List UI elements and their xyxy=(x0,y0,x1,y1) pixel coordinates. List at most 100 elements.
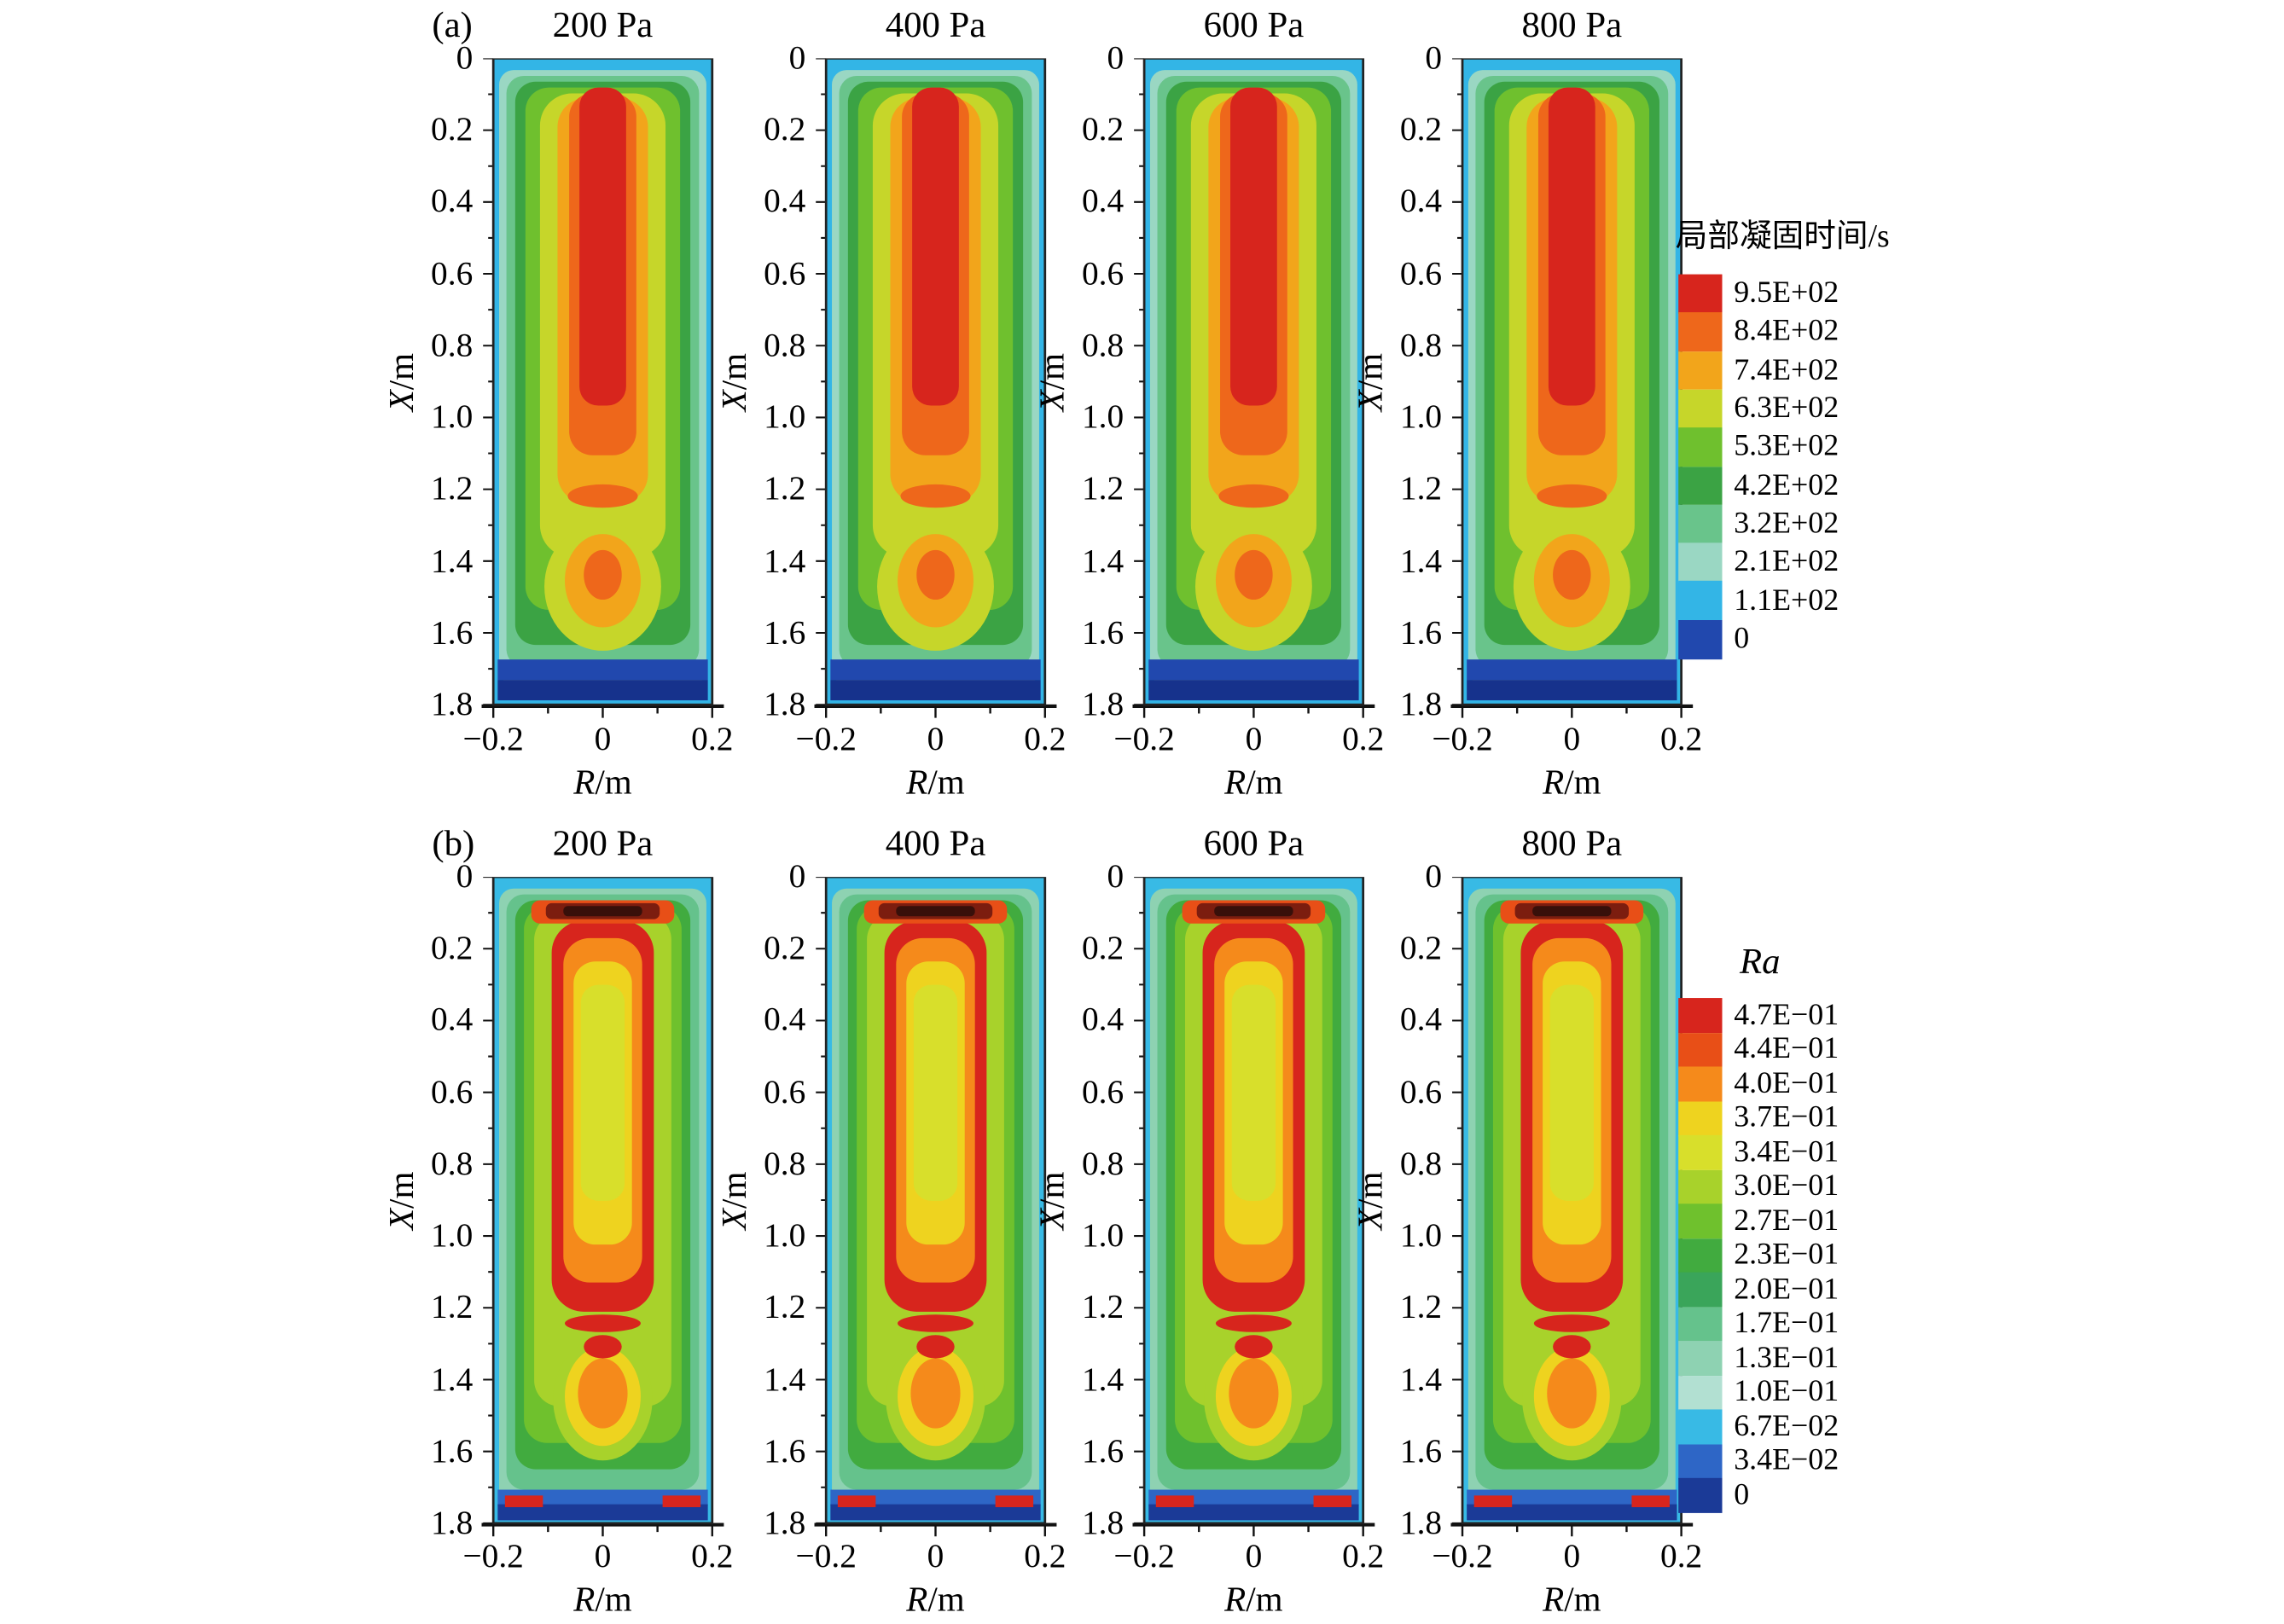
legend-swatch-b-7 xyxy=(1678,1238,1723,1273)
legend-label-b-8: 2.0E−01 xyxy=(1734,1270,1839,1306)
x-tick-label: 0 xyxy=(1245,1537,1263,1575)
y-axis-label: X/m xyxy=(383,352,422,411)
y-tick-label: 0.4 xyxy=(764,1001,806,1038)
y-tick-label: 0 xyxy=(788,39,806,76)
panel-title-b-4: 800 Pa xyxy=(1521,824,1623,864)
legend-label-b-11: 1.0E−01 xyxy=(1734,1373,1839,1409)
x-axis-label: R/m xyxy=(1224,1581,1283,1620)
legend-swatch-a-2 xyxy=(1678,351,1723,391)
y-tick-label: 0.8 xyxy=(1081,326,1125,363)
legend-label-a-8: 1.1E+02 xyxy=(1734,581,1839,617)
y-tick-label: 1.4 xyxy=(1081,542,1125,579)
y-tick-label: 1.8 xyxy=(1399,1504,1443,1541)
x-tick-label: 0.2 xyxy=(1660,1537,1703,1575)
x-tick-label: 0 xyxy=(927,721,944,757)
y-tick-label: 1.6 xyxy=(1399,613,1443,651)
x-tick-label: 0 xyxy=(927,1537,944,1575)
legend-label-b-3: 3.7E−01 xyxy=(1734,1099,1839,1134)
y-tick-label: 0.4 xyxy=(1081,183,1125,220)
y-tick-label: 0.2 xyxy=(1399,111,1443,148)
y-tick-label: 1.8 xyxy=(764,1504,806,1541)
legend-swatch-b-9 xyxy=(1678,1306,1723,1343)
legend-swatch-a-9 xyxy=(1678,619,1723,659)
y-tick-label: 1.2 xyxy=(1081,1289,1125,1325)
legend-swatch-b-5 xyxy=(1678,1169,1723,1205)
y-tick-label: 0 xyxy=(788,857,806,895)
x-axis-label: R/m xyxy=(1543,1581,1601,1620)
y-tick-label: 1.0 xyxy=(1399,1216,1443,1254)
y-tick-label: 0.6 xyxy=(1399,254,1443,292)
legend-swatch-a-7 xyxy=(1678,542,1723,583)
y-tick-label: 1.2 xyxy=(764,1289,806,1325)
legend-swatch-a-3 xyxy=(1678,389,1723,429)
x-tick-label: −0.2 xyxy=(1432,721,1493,757)
row-label-b: (b) xyxy=(432,824,475,864)
y-tick-label: 0.4 xyxy=(1081,1001,1125,1038)
y-tick-label: 1.4 xyxy=(431,542,474,579)
y-tick-label: 1.0 xyxy=(431,1216,474,1254)
y-tick-label: 1.2 xyxy=(764,470,806,508)
x-tick-label: 0 xyxy=(594,721,612,757)
panel-title-a-4: 800 Pa xyxy=(1521,5,1623,46)
legend-title-a: 局部凝固时间/s xyxy=(1675,217,1890,254)
legend-title-b: Ra xyxy=(1740,942,1781,983)
y-tick-label: 0.6 xyxy=(1081,1073,1125,1111)
legend-label-b-14: 0 xyxy=(1734,1476,1750,1511)
y-tick-label: 1.6 xyxy=(1081,1432,1125,1470)
panel-title-a-2: 400 Pa xyxy=(885,5,986,46)
legend-label-a-2: 7.4E+02 xyxy=(1734,351,1839,386)
y-tick-label: 0.2 xyxy=(1081,111,1125,148)
contour-plot-a-2 xyxy=(814,58,1057,718)
legend-swatch-b-3 xyxy=(1678,1100,1723,1136)
legend-swatch-b-14 xyxy=(1678,1477,1723,1514)
y-tick-label: 1.8 xyxy=(431,685,474,722)
legend-swatch-b-0 xyxy=(1678,998,1723,1034)
contour-plot-a-4 xyxy=(1450,58,1694,718)
panel-title-a-1: 200 Pa xyxy=(552,5,654,46)
y-tick-label: 1.8 xyxy=(431,1504,474,1541)
y-tick-label: 0.4 xyxy=(431,183,474,220)
y-axis-label: X/m xyxy=(383,1170,422,1230)
legend-swatch-a-5 xyxy=(1678,466,1723,506)
legend-label-a-1: 8.4E+02 xyxy=(1734,312,1839,348)
x-tick-label: −0.2 xyxy=(1113,721,1175,757)
contour-plot-b-1 xyxy=(481,877,724,1537)
legend-label-a-7: 2.1E+02 xyxy=(1734,542,1839,578)
y-tick-label: 0.8 xyxy=(1399,1145,1443,1182)
legend-swatch-b-4 xyxy=(1678,1134,1723,1171)
legend-label-b-12: 6.7E−02 xyxy=(1734,1407,1839,1443)
y-tick-label: 1.6 xyxy=(431,1432,474,1470)
y-tick-label: 0.6 xyxy=(431,254,474,292)
legend-label-b-5: 3.0E−01 xyxy=(1734,1167,1839,1203)
y-axis-label: X/m xyxy=(716,352,755,411)
x-tick-label: 0.2 xyxy=(1342,721,1385,757)
x-tick-label: −0.2 xyxy=(795,1537,857,1575)
contour-plot-a-3 xyxy=(1132,58,1375,718)
x-axis-label: R/m xyxy=(573,764,632,803)
x-tick-label: 0 xyxy=(1563,1537,1581,1575)
x-axis-label: R/m xyxy=(906,1581,965,1620)
x-tick-label: −0.2 xyxy=(462,721,524,757)
legend-label-a-0: 9.5E+02 xyxy=(1734,274,1839,310)
x-tick-label: −0.2 xyxy=(795,721,857,757)
y-tick-label: 1.4 xyxy=(764,542,806,579)
x-axis-label: R/m xyxy=(906,764,965,803)
x-tick-label: 0 xyxy=(594,1537,612,1575)
y-tick-label: 0.8 xyxy=(431,1145,474,1182)
y-tick-label: 0.2 xyxy=(1081,930,1125,966)
y-tick-label: 0.8 xyxy=(1081,1145,1125,1182)
x-axis-label: R/m xyxy=(1224,764,1283,803)
legend-label-b-9: 1.7E−01 xyxy=(1734,1304,1839,1340)
x-tick-label: 0 xyxy=(1245,721,1263,757)
y-tick-label: 1.0 xyxy=(1081,1216,1125,1254)
y-tick-label: 0.2 xyxy=(764,930,806,966)
legend-swatch-a-8 xyxy=(1678,581,1723,621)
x-tick-label: 0.2 xyxy=(1024,1537,1066,1575)
x-tick-label: 0.2 xyxy=(1024,721,1066,757)
y-axis-label: X/m xyxy=(1352,352,1391,411)
legend-swatch-a-6 xyxy=(1678,504,1723,544)
y-tick-label: 0.6 xyxy=(764,254,806,292)
contour-plot-a-1 xyxy=(481,58,724,718)
